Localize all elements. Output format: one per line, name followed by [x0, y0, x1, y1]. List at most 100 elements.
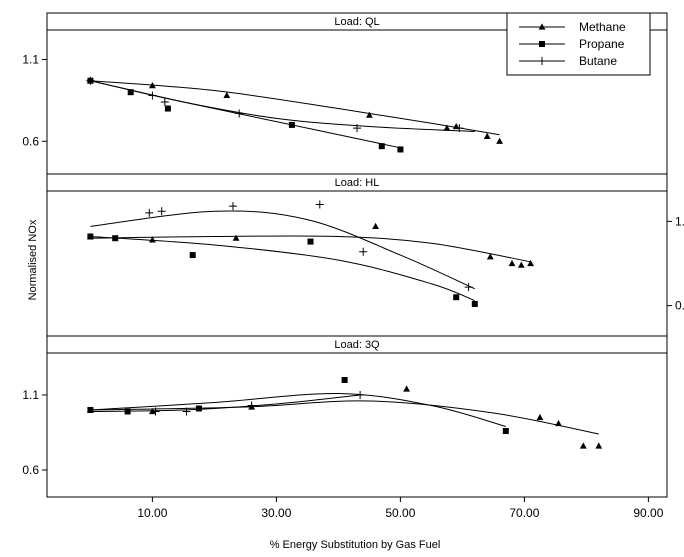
data-point-butane: [229, 202, 237, 211]
panel-strip-label: Load: QL: [334, 16, 379, 28]
data-point-propane: [378, 143, 385, 150]
legend-marker-propane: [539, 41, 545, 47]
data-point-propane: [164, 105, 171, 112]
data-point-propane: [502, 428, 509, 434]
data-point-propane: [189, 252, 196, 259]
series-propane: [87, 233, 478, 307]
legend-label: Methane: [579, 20, 626, 34]
legend-item-methane: Methane: [519, 20, 626, 34]
data-point-butane: [160, 98, 169, 106]
data-point-propane: [471, 300, 478, 307]
data-point-butane: [247, 401, 256, 410]
data-point-methane: [595, 442, 603, 449]
panel-load-hl: Load: HL 1.1 0.6: [46, 173, 684, 337]
data-point-methane: [366, 111, 373, 118]
x-tick-label: 70.00: [509, 506, 539, 520]
data-point-methane: [527, 259, 534, 267]
fit-curve-methane: [90, 80, 500, 136]
legend: Methane Propane Butane: [506, 12, 651, 76]
series-butane: [90, 200, 476, 292]
data-point-propane: [87, 233, 94, 240]
y-tick-label: 1.1: [22, 52, 39, 66]
fit-curve-methane: [90, 235, 531, 263]
y-tick-label: 1.1: [675, 214, 684, 228]
series-propane: [87, 77, 404, 153]
data-point-propane: [341, 377, 348, 383]
legend-marker-methane: [538, 23, 546, 30]
data-point-butane: [356, 391, 365, 399]
series-methane: [87, 385, 603, 449]
data-point-propane: [127, 89, 134, 96]
data-point-methane: [579, 442, 587, 449]
data-point-methane: [372, 222, 379, 230]
series-butane: [90, 391, 365, 416]
x-tick-label: 30.00: [261, 506, 291, 520]
data-point-methane: [232, 234, 240, 241]
data-point-butane: [157, 207, 166, 216]
panel-strip-label: Load: 3Q: [334, 339, 380, 351]
legend-marker-butane: [538, 57, 546, 65]
data-point-methane: [486, 253, 494, 260]
legend-item-propane: Propane: [519, 37, 625, 51]
series-propane: [87, 377, 509, 434]
data-point-methane: [508, 259, 516, 267]
data-point-butane: [359, 247, 368, 256]
legend-label: Propane: [579, 37, 625, 51]
panel-load-3q: Load: 3Q 1.1 0.6: [22, 335, 668, 498]
x-tick-label: 10.00: [137, 506, 167, 520]
x-tick-label: 90.00: [633, 506, 663, 520]
data-point-butane: [464, 283, 473, 292]
y-tick-label: 1.1: [22, 388, 39, 402]
data-point-propane: [288, 121, 295, 128]
data-point-methane: [517, 261, 525, 268]
data-point-propane: [87, 407, 94, 413]
y-tick-label: 0.6: [675, 299, 684, 313]
data-point-butane: [86, 76, 95, 85]
fit-curve-propane: [90, 80, 401, 149]
data-point-butane: [151, 407, 160, 416]
legend-item-butane: Butane: [519, 54, 617, 68]
data-point-butane: [235, 109, 244, 118]
data-point-propane: [307, 238, 314, 245]
fit-curve-butane: [90, 394, 361, 412]
data-point-methane: [403, 385, 410, 392]
series-methane: [87, 222, 534, 268]
data-point-methane: [496, 137, 503, 144]
data-point-methane: [452, 122, 460, 130]
data-point-methane: [536, 413, 544, 421]
data-point-methane: [483, 132, 491, 139]
data-point-butane: [315, 200, 324, 209]
y-tick-label: 0.6: [22, 134, 39, 148]
data-point-methane: [555, 419, 562, 427]
x-axis-title: % Energy Substitution by Gas Fuel: [270, 539, 441, 551]
y-tick-label: 0.6: [22, 463, 39, 477]
fit-curve-methane: [90, 400, 599, 435]
y-axis-title: Normalised NOx: [27, 219, 39, 300]
fit-curve-butane: [90, 80, 475, 132]
data-point-butane: [353, 124, 361, 133]
fit-curve-propane: [90, 392, 506, 427]
data-point-butane: [455, 124, 464, 133]
data-point-methane: [223, 91, 231, 99]
fit-curve-butane: [90, 210, 476, 290]
x-tick-label: 50.00: [385, 506, 415, 520]
x-axis: 10.00 30.00 50.00 70.00 90.00: [137, 497, 664, 520]
data-point-butane: [148, 91, 157, 100]
data-point-propane: [112, 235, 119, 242]
panel-plot-area: [46, 352, 668, 498]
panel-strip-label: Load: HL: [335, 177, 380, 189]
data-point-propane: [397, 146, 404, 153]
data-point-propane: [453, 294, 460, 301]
data-point-methane: [149, 82, 156, 89]
data-point-propane: [195, 405, 202, 412]
data-point-methane: [443, 124, 451, 131]
series-methane: [87, 77, 503, 144]
fit-curve-propane: [90, 236, 475, 302]
series-butane: [86, 76, 475, 133]
data-point-butane: [182, 407, 191, 416]
legend-label: Butane: [579, 54, 617, 68]
data-point-methane: [149, 236, 156, 243]
data-point-butane: [145, 208, 154, 217]
